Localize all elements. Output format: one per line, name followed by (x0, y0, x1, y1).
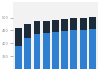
Bar (43, 21, 50, 33)
Bar (52, 20, 59, 32)
Bar (80, 18, 87, 30)
Bar (34, 34, 40, 71)
Bar (70, 18, 77, 30)
Bar (24, 38, 31, 71)
Bar (24, 24, 31, 38)
Bar (70, 30, 77, 71)
Bar (61, 31, 68, 71)
Bar (61, 19, 68, 31)
Bar (15, 28, 22, 46)
Bar (89, 29, 96, 71)
Bar (52, 32, 59, 71)
Bar (43, 33, 50, 71)
Bar (15, 46, 22, 71)
Bar (80, 30, 87, 71)
Bar (34, 21, 40, 34)
Bar (89, 17, 96, 29)
